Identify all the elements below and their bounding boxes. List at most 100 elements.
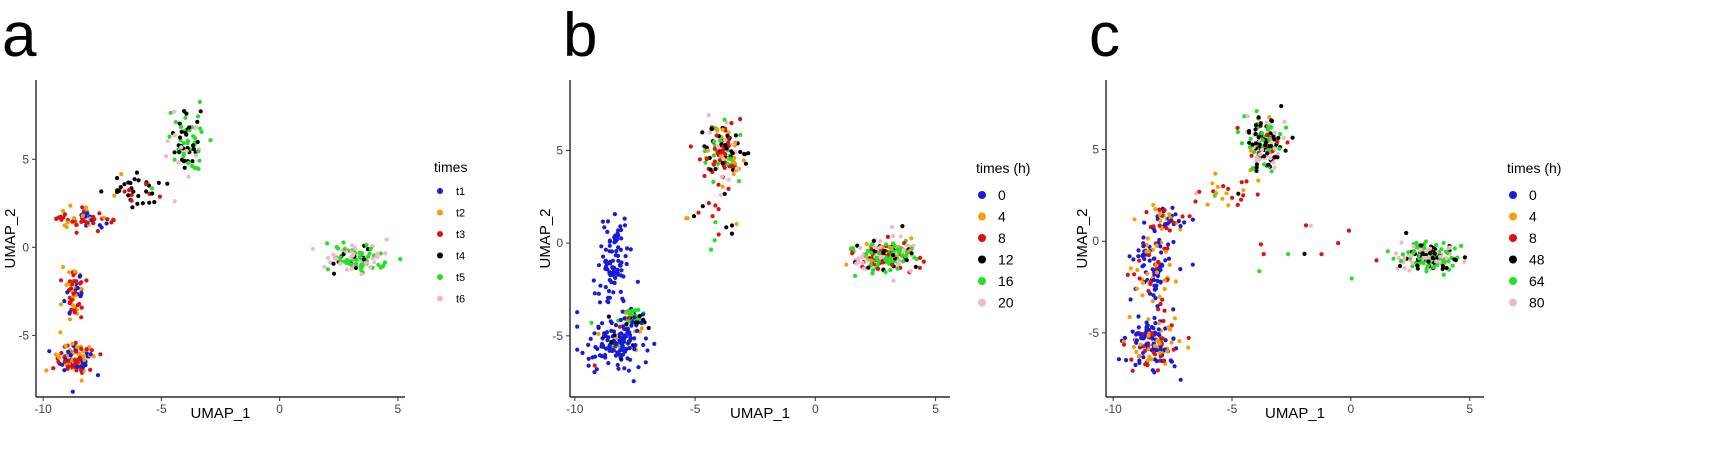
data-point xyxy=(1257,269,1262,274)
data-point xyxy=(1385,249,1390,254)
data-point xyxy=(652,341,657,346)
data-point xyxy=(632,336,637,341)
data-point xyxy=(1155,304,1160,309)
data-point xyxy=(738,117,743,122)
data-point xyxy=(626,316,631,321)
data-point xyxy=(606,361,611,366)
data-point xyxy=(734,166,740,171)
data-point xyxy=(617,324,623,329)
data-point xyxy=(1241,188,1246,193)
data-point xyxy=(586,363,591,368)
data-point xyxy=(1146,317,1151,322)
data-point xyxy=(167,134,172,139)
data-point xyxy=(600,219,606,224)
data-point xyxy=(855,243,860,248)
data-point xyxy=(1155,368,1160,373)
x-tick-label: 0 xyxy=(276,402,283,416)
data-point xyxy=(1269,125,1274,130)
data-point xyxy=(1154,243,1159,248)
data-point xyxy=(1265,151,1270,156)
data-point xyxy=(172,157,177,162)
points xyxy=(1116,104,1467,382)
data-point xyxy=(618,289,623,294)
data-point xyxy=(708,167,713,172)
data-point xyxy=(1141,263,1146,268)
data-point xyxy=(1272,130,1277,136)
data-point xyxy=(1265,127,1271,132)
data-point xyxy=(68,353,73,358)
data-point xyxy=(700,204,705,209)
data-point xyxy=(742,151,747,157)
data-point xyxy=(65,290,70,295)
data-point xyxy=(1167,228,1172,233)
data-point xyxy=(897,250,902,255)
data-point xyxy=(716,232,721,237)
data-point xyxy=(741,158,746,163)
data-point xyxy=(81,354,86,359)
data-point xyxy=(1159,336,1164,341)
data-point xyxy=(746,151,751,156)
data-point xyxy=(1450,263,1455,268)
data-point xyxy=(1163,326,1168,331)
data-point xyxy=(606,300,611,305)
data-point xyxy=(732,155,737,161)
data-point xyxy=(73,269,78,274)
data-point xyxy=(359,272,364,277)
data-point xyxy=(1136,314,1141,319)
data-point xyxy=(622,336,627,342)
data-point xyxy=(104,221,109,226)
legend-label: t2 xyxy=(456,208,465,220)
data-point xyxy=(624,322,629,327)
data-point xyxy=(627,345,632,351)
data-point xyxy=(82,357,87,362)
data-point xyxy=(607,243,612,248)
data-point xyxy=(1190,262,1195,267)
data-point xyxy=(908,269,913,274)
data-point xyxy=(622,316,627,321)
data-point xyxy=(1452,246,1457,251)
data-point xyxy=(1247,145,1253,150)
data-point xyxy=(1459,243,1464,248)
data-point xyxy=(726,177,731,182)
x-tick-label: -5 xyxy=(156,402,167,416)
data-point xyxy=(1267,115,1272,120)
data-point xyxy=(75,360,80,365)
data-point xyxy=(1147,354,1152,360)
data-point xyxy=(1156,321,1162,326)
data-point xyxy=(63,343,68,348)
data-point xyxy=(718,154,723,159)
data-point xyxy=(1248,136,1253,141)
data-point xyxy=(1441,240,1446,246)
legend-label: 4 xyxy=(998,209,1006,225)
data-point xyxy=(875,266,881,271)
data-point xyxy=(611,290,616,295)
data-point xyxy=(1272,146,1277,152)
legend-swatch xyxy=(1509,191,1517,199)
data-point xyxy=(1141,235,1146,240)
data-point xyxy=(704,156,709,162)
data-point xyxy=(177,150,182,155)
data-point xyxy=(1133,362,1138,368)
data-point xyxy=(616,366,621,371)
data-point xyxy=(889,246,894,251)
data-point xyxy=(71,273,76,278)
data-point xyxy=(44,368,49,373)
data-point xyxy=(615,267,620,272)
data-point xyxy=(887,257,893,262)
data-point xyxy=(1144,249,1149,254)
data-point xyxy=(890,224,895,229)
data-point xyxy=(62,368,67,373)
data-point xyxy=(731,171,736,177)
data-point xyxy=(1302,251,1307,256)
data-point xyxy=(67,279,73,284)
data-point xyxy=(322,264,327,269)
data-point xyxy=(1178,267,1183,272)
data-point xyxy=(697,157,703,162)
data-point xyxy=(1122,335,1127,340)
data-point xyxy=(1221,184,1226,189)
data-point xyxy=(643,360,648,365)
data-point xyxy=(618,247,624,252)
data-point xyxy=(62,223,67,228)
data-point xyxy=(1241,193,1246,198)
data-point xyxy=(1260,138,1265,143)
